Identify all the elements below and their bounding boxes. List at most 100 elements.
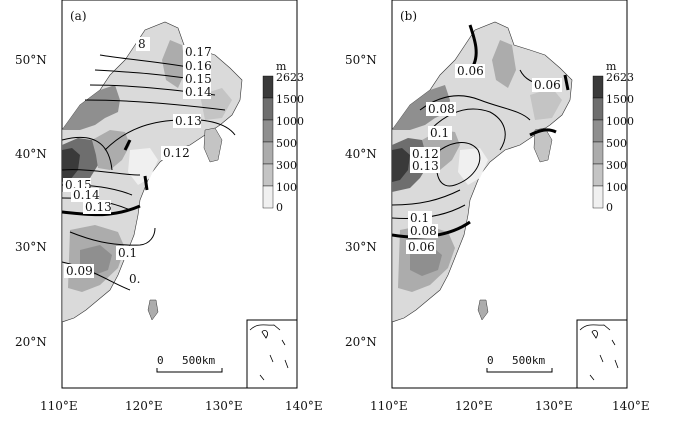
legend-level: 100: [276, 181, 297, 194]
contour-label-box: [173, 114, 201, 128]
inset-frame: [246, 319, 298, 389]
contour-label: 0.08: [428, 102, 455, 116]
contour-label-box: [183, 45, 211, 59]
contour-label-box: [532, 78, 562, 92]
legend-level: 1000: [606, 115, 634, 128]
contour-label: 0.1: [410, 211, 429, 225]
contour-label-box: [183, 59, 211, 73]
contour-label-box: [426, 102, 456, 116]
legend-level: 0: [606, 201, 613, 214]
panel-a-contour-bold: [143, 175, 149, 191]
contour-label-box: [455, 64, 485, 78]
legend-unit: m: [276, 60, 287, 73]
panel-a-inset: [246, 319, 298, 389]
contour-label: 0.1: [430, 126, 449, 140]
legend-level: 300: [276, 159, 297, 172]
scale-line: [486, 368, 553, 373]
legend-swatch-2623: [262, 75, 274, 99]
legend-level: 1500: [606, 93, 634, 106]
y-tick: 30°N: [15, 240, 47, 254]
contour-label: 0.12: [163, 146, 190, 160]
contour-label-box: [127, 272, 145, 286]
legend-swatch-100: [262, 185, 274, 209]
panel-a-elev-500: [92, 130, 130, 170]
panel-b-taiwan: [477, 299, 489, 321]
contour-label-box: [408, 211, 432, 225]
contour-label-box: [161, 146, 189, 160]
contour-label-box: [410, 159, 440, 173]
panel-b-contour: [419, 95, 531, 121]
y-tick: 50°N: [345, 53, 377, 67]
y-tick: 40°N: [15, 147, 47, 161]
contour-label: 0.13: [175, 114, 202, 128]
contour-label: 0.12: [412, 147, 439, 161]
scale-start: 0: [157, 354, 164, 367]
legend-unit: m: [606, 60, 617, 73]
legend-swatch-500: [262, 141, 274, 165]
x-tick: 130°E: [535, 399, 573, 413]
scale-end: 500km: [182, 354, 215, 367]
panel-a-axes: 50°N 40°N 30°N 20°N 110°E 120°E 130°E 14…: [15, 53, 323, 413]
contour-label: 0.08: [410, 224, 437, 238]
y-tick: 30°N: [345, 240, 377, 254]
legend-swatch-300: [262, 163, 274, 187]
x-tick: 140°E: [612, 399, 650, 413]
inset-frame: [576, 319, 628, 389]
panel-a-contour-labels: 8 0.17 0.16 0.15 0.14 0.13 0.12 0.15 0.1…: [63, 37, 212, 286]
legend-swatch-2623: [592, 75, 604, 99]
contour-label-box: [71, 188, 99, 202]
x-tick: 110°E: [40, 399, 78, 413]
panel-a-contour: [62, 261, 131, 291]
legend-level: 100: [606, 181, 627, 194]
contour-label: 0.15: [185, 72, 212, 86]
contour-label: 0.16: [185, 59, 212, 73]
contour-label-box: [428, 126, 452, 140]
panel-b-contour: [436, 142, 481, 187]
y-tick: 20°N: [345, 335, 377, 349]
y-tick: 40°N: [345, 147, 377, 161]
legend-level: 2623: [276, 71, 304, 84]
contour-label: 0.14: [185, 85, 212, 99]
panel-b-elev-2623: [392, 148, 410, 182]
panel-b-elev-300: [530, 88, 562, 120]
panel-b-contour-labels: 0.06 0.06 0.08 0.1 0.12 0.13 0.1 0.08 0.…: [406, 64, 562, 254]
panel-a-legend: m 2623 1500 1000 500 300 100 0: [262, 60, 304, 214]
x-tick: 110°E: [370, 399, 408, 413]
legend-swatch-1000: [262, 119, 274, 143]
panel-b-legend: m 2623 1500 1000 500 300 100 0: [592, 60, 634, 214]
legend-level: 2623: [606, 71, 634, 84]
panel-b-contour-bold: [529, 128, 557, 137]
inset-islands: [249, 324, 289, 381]
legend-level: 500: [276, 137, 297, 150]
contour-label-box: [183, 85, 211, 99]
x-tick: 120°E: [125, 399, 163, 413]
panel-b-korea: [533, 127, 553, 163]
panel-a-scale-bar: 0 500km: [156, 354, 223, 373]
x-tick: 120°E: [455, 399, 493, 413]
panel-b: 0.06 0.06 0.08 0.1 0.12 0.13 0.1 0.08 0.…: [345, 0, 650, 413]
contour-label-box: [136, 37, 150, 51]
legend-level: 0: [276, 201, 283, 214]
y-tick: 20°N: [15, 335, 47, 349]
legend-level: 300: [606, 159, 627, 172]
contour-label: 0.06: [408, 240, 435, 254]
legend-level: 1500: [276, 93, 304, 106]
y-tick: 50°N: [15, 53, 47, 67]
legend-swatch-1500: [592, 97, 604, 121]
scale-start: 0: [487, 354, 494, 367]
x-tick: 140°E: [285, 399, 323, 413]
contour-label: 0.06: [534, 78, 561, 92]
legend-swatch-1000: [592, 119, 604, 143]
panel-a-contour: [62, 169, 141, 176]
contour-label-box: [183, 72, 211, 86]
legend-level: 500: [606, 137, 627, 150]
panel-a-contour-bold: [123, 139, 132, 151]
inset-islands: [579, 324, 619, 381]
panel-b-elev-1000: [392, 85, 450, 130]
panel-a: 8 0.17 0.16 0.15 0.14 0.13 0.12 0.15 0.1…: [15, 0, 323, 413]
contour-label-box: [116, 246, 138, 260]
panel-b-contour: [429, 108, 506, 151]
panel-b-contour: [392, 189, 461, 206]
contour-label: 0.14: [73, 188, 100, 202]
